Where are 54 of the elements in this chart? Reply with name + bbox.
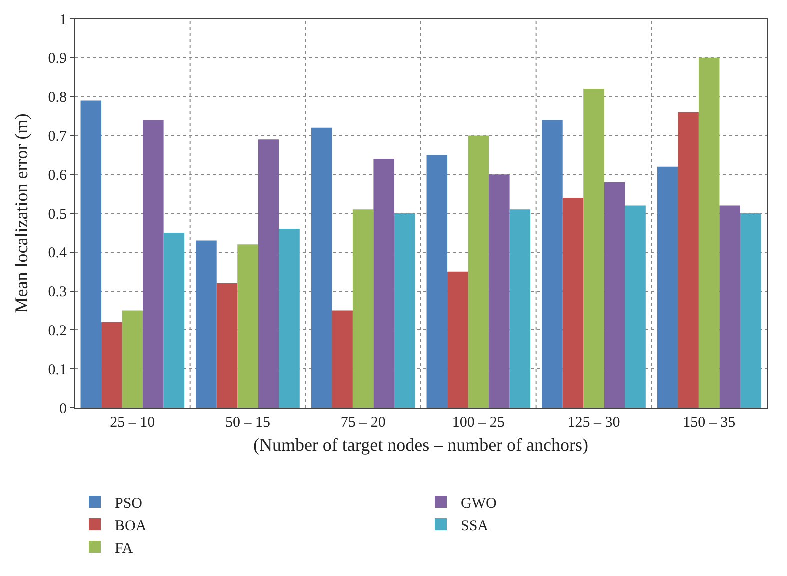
- y-tick-label: 1: [60, 12, 67, 28]
- x-tick-label: 100 – 25: [452, 415, 505, 431]
- bar: [311, 128, 332, 408]
- bar: [448, 272, 468, 408]
- bar: [698, 58, 720, 408]
- y-tick-label: 0.1: [48, 362, 67, 378]
- y-tick-label: 0.9: [48, 51, 67, 68]
- x-axis-title: (Number of target nodes – number of anchors): [253, 435, 589, 456]
- y-tick-label: 0.3: [48, 284, 67, 301]
- bar: [657, 166, 678, 408]
- y-tick-label: 0.8: [48, 90, 67, 106]
- bar: [489, 174, 510, 408]
- bar: [196, 240, 217, 408]
- bar: [238, 244, 258, 408]
- y-tick-label: 0: [60, 401, 67, 418]
- x-tick-label: 50 – 15: [226, 415, 270, 431]
- y-axis-title: Mean localization error (m): [11, 114, 32, 314]
- bar: [216, 284, 238, 408]
- bar: [426, 155, 448, 408]
- bar: [143, 120, 164, 408]
- bar: [80, 100, 102, 408]
- bar: [678, 112, 699, 408]
- bar: [562, 198, 584, 408]
- bar: [352, 210, 374, 408]
- bar: [164, 232, 185, 408]
- y-tick-label: 0.6: [48, 168, 68, 184]
- bar: [279, 229, 300, 408]
- y-tick-label: 0.2: [48, 323, 67, 340]
- bar: [122, 310, 144, 408]
- bar: [394, 214, 416, 408]
- bar: [584, 89, 604, 408]
- bar: [604, 182, 626, 408]
- bar: [258, 140, 280, 408]
- x-tick-label: 25 – 10: [110, 415, 156, 431]
- bar: [542, 120, 563, 408]
- bar: [374, 159, 394, 408]
- legend-label: GWO: [461, 496, 497, 512]
- bar: [510, 210, 531, 408]
- legend-label: BOA: [115, 518, 147, 534]
- bar: [720, 206, 740, 408]
- legend-label: SSA: [461, 518, 489, 534]
- y-tick-label: 0.5: [48, 206, 67, 223]
- x-tick-label: 125 – 30: [568, 415, 620, 431]
- bar: [102, 322, 122, 408]
- y-tick-label: 0.7: [48, 128, 68, 145]
- y-tick-label: 0.4: [48, 246, 68, 262]
- legend-label: FA: [115, 540, 134, 557]
- bar: [332, 310, 353, 408]
- x-tick-label: 75 – 20: [340, 415, 386, 431]
- bar: [625, 206, 646, 408]
- bar: [740, 214, 762, 408]
- legend-label: PSO: [115, 496, 143, 512]
- x-tick-label: 150 – 35: [683, 415, 736, 431]
- bar: [468, 136, 490, 408]
